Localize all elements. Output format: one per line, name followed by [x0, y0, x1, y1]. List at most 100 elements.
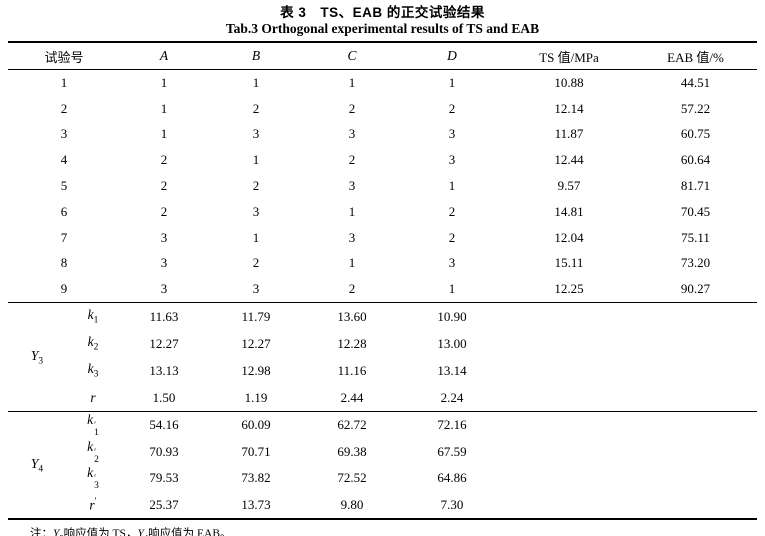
stat-label-cell: r — [90, 389, 96, 405]
run-row: 9 3 3 2 1 12.25 90.27 — [8, 276, 757, 302]
run-no-cell: 6 — [60, 203, 68, 219]
run-row: 7 3 1 3 2 12.04 75.11 — [8, 225, 757, 251]
value-cell: 13.13 — [149, 362, 179, 378]
value-cell: 10.90 — [400, 302, 505, 331]
value-cell: 73.20 — [680, 255, 711, 271]
prime-sub-stack: ′ 2 — [94, 447, 99, 465]
orthogonal-results-table: 试验号 A B C D TS 值/MPa EAB 值/% 1 1 1 1 1 10.88 44.51 2 1… — [8, 41, 758, 521]
value-cell: 3 — [448, 152, 456, 168]
table-section-y4: Y4 k ′ 1 54.16 60.09 62.72 72.16 k ′ 2 70.93 70.71 69… — [8, 411, 758, 520]
empty-cell — [504, 439, 634, 466]
prime-mark: ′ — [94, 420, 97, 431]
value-cell: 2 — [252, 178, 260, 194]
run-no-cell: 3 — [60, 126, 68, 142]
value-cell: 2 — [160, 152, 168, 168]
value-cell: 3 — [348, 126, 356, 142]
subscript: 1 — [93, 315, 99, 326]
stat-row: k3 13.13 12.98 11.16 13.14 — [8, 357, 757, 384]
value-cell: 2 — [252, 255, 260, 271]
value-cell: 9.80 — [340, 496, 364, 512]
value-cell: 3 — [160, 229, 168, 245]
empty-cell — [634, 492, 757, 520]
stat-row: k ′ 2 70.93 70.71 69.38 67.59 — [8, 439, 757, 466]
stat-label-cell: k3 — [87, 361, 99, 380]
table-note: 注：Y3响应值为 TS，Y4响应值为 EAB。 — [30, 527, 765, 536]
subscript: 4 — [38, 464, 44, 475]
stat-row: k2 12.27 12.27 12.28 13.00 — [8, 330, 757, 357]
run-no-cell: 1 — [60, 74, 68, 90]
value-cell: 9.57 — [557, 178, 581, 194]
note-part: Y — [53, 528, 60, 536]
subscript: 3 — [38, 356, 44, 367]
value-cell: 44.51 — [680, 74, 711, 90]
empty-cell — [634, 384, 757, 412]
value-cell: 13.00 — [437, 335, 467, 351]
column-header: 试验号 — [8, 42, 121, 70]
value-cell: 2 — [448, 229, 456, 245]
value-cell: 13.60 — [304, 302, 401, 331]
value-cell: 57.22 — [680, 100, 711, 116]
value-cell: 7.30 — [440, 496, 464, 512]
value-cell: 2 — [252, 100, 260, 116]
value-cell: 2 — [348, 152, 356, 168]
value-cell: 12.27 — [241, 335, 271, 351]
note-part: 3 — [59, 532, 63, 536]
stat-label-cell: k ′ 1 — [66, 411, 121, 439]
column-header: B — [208, 42, 305, 70]
run-row: 1 1 1 1 1 10.88 44.51 — [8, 70, 757, 96]
value-cell: 12.28 — [337, 335, 367, 351]
stat-label-cell: k1 — [66, 302, 121, 331]
note-part: 注： — [30, 528, 53, 536]
stat-label-cell: k2 — [87, 334, 99, 353]
value-cell: 60.75 — [680, 126, 711, 142]
value-cell: 62.72 — [304, 411, 401, 439]
value-cell: 2.24 — [440, 389, 464, 405]
prime-sub-stack: ′ 3 — [94, 474, 99, 491]
value-cell: 13.73 — [241, 496, 271, 512]
value-cell: 70.71 — [241, 443, 271, 459]
value-cell: 70.93 — [149, 443, 179, 459]
value-cell: 67.59 — [437, 443, 467, 459]
value-cell: 2 — [348, 100, 356, 116]
table-runs: 1 1 1 1 1 10.88 44.51 2 1 2 2 2 12.14 57.22 3 1 3 3 3 11.87… — [8, 70, 757, 303]
value-cell: 1 — [252, 152, 260, 168]
column-header: A — [120, 42, 209, 70]
value-cell: 11.87 — [554, 126, 584, 142]
subscript: 2 — [93, 342, 99, 353]
run-row: 5 2 2 3 1 9.57 81.71 — [8, 173, 757, 199]
value-cell: 3 — [448, 255, 456, 271]
empty-cell — [634, 357, 757, 384]
note-part: Y — [137, 528, 144, 536]
value-cell: 1 — [160, 100, 168, 116]
run-row: 2 1 2 2 2 12.14 57.22 — [8, 96, 757, 122]
stat-row: Y3 k1 11.63 11.79 13.60 10.90 — [8, 302, 758, 412]
value-cell: 1 — [448, 178, 456, 194]
value-cell: 60.09 — [208, 411, 305, 439]
stat-row: Y4 k ′ 1 54.16 60.09 62.72 72.16 — [8, 411, 758, 520]
value-cell: 11.79 — [208, 302, 305, 331]
value-cell: 3 — [160, 255, 168, 271]
value-cell: 1 — [160, 126, 168, 142]
value-cell: 12.44 — [554, 152, 584, 168]
value-cell: 1 — [348, 255, 356, 271]
run-no-cell: 2 — [60, 100, 68, 116]
value-cell: 79.53 — [149, 470, 179, 486]
header-row: 试验号 A B C D TS 值/MPa EAB 值/% — [8, 42, 758, 70]
table-header: 试验号 A B C D TS 值/MPa EAB 值/% — [8, 42, 758, 70]
value-cell: 72.52 — [337, 470, 367, 486]
value-cell: 2 — [160, 203, 168, 219]
stat-row: r′ 25.37 13.73 9.80 7.30 — [8, 492, 757, 520]
value-cell: 12.14 — [554, 100, 584, 116]
value-cell: 1 — [160, 74, 168, 90]
run-row: 4 2 1 2 3 12.44 60.64 — [8, 147, 757, 173]
group-cell: Y4 — [8, 411, 66, 520]
run-no-cell: 8 — [60, 255, 68, 271]
value-cell: 73.82 — [241, 470, 271, 486]
table-section-y3: Y3 k1 11.63 11.79 13.60 10.90 k2 12.27 12.27 12.2… — [8, 302, 758, 412]
subscript: 2 — [94, 454, 99, 465]
value-cell: 1 — [448, 74, 456, 90]
value-cell: 81.71 — [680, 178, 711, 194]
empty-cell — [504, 384, 634, 412]
prime-sub-stack: ′ 1 — [94, 420, 99, 438]
